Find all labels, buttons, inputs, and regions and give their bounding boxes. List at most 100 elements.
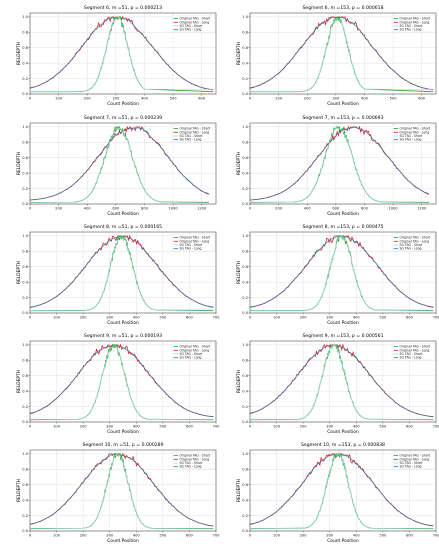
y-tick-label: 0.6 [22, 374, 28, 378]
x-tick-label: 200 [55, 207, 63, 211]
subplot-9: Segment 10, m =51, p = 0.000289 0 100 200 30… [16, 442, 220, 544]
subplot-title: Segment 9, m =51, p = 0.000193 [84, 333, 162, 339]
y-tick-label: 0.8 [242, 358, 248, 362]
y-tick-label: 1.0 [242, 452, 248, 456]
x-axis-label: Count Position [327, 101, 359, 107]
x-tick-label: 100 [273, 425, 281, 429]
x-tick-label: 400 [84, 207, 92, 211]
y-tick-label: 0.4 [22, 61, 28, 65]
x-tick-label: 600 [186, 425, 194, 429]
plot-frame [249, 12, 437, 95]
x-tick-label: 200 [80, 534, 88, 538]
y-tick-label: 0.4 [242, 389, 248, 393]
legend-box [171, 124, 216, 143]
x-axis-label: Count Position [327, 538, 359, 544]
x-tick-label: 700 [213, 425, 221, 429]
legend-entry: SG TAG - Long [180, 28, 202, 32]
x-axis-label: Count Position [327, 211, 359, 217]
y-tick-label: 0.8 [22, 140, 28, 144]
y-tick-label: 0.6 [22, 265, 28, 269]
y-axis-label: RELDEPTH [16, 479, 22, 502]
y-tick-label: 0.8 [22, 467, 28, 471]
y-tick-label: 0.0 [22, 529, 28, 533]
legend-entry: Original TAG - Long [400, 457, 430, 461]
legend-entry: SG TAG - Long [400, 247, 422, 251]
x-tick-label: 500 [379, 425, 387, 429]
x-tick-label: 1200 [197, 207, 207, 211]
x-tick-label: 500 [170, 97, 178, 101]
x-tick-label: 600 [198, 97, 206, 101]
y-tick-label: 0.4 [22, 171, 28, 175]
y-tick-label: 0.6 [242, 374, 248, 378]
x-tick-label: 300 [106, 534, 114, 538]
legend-box [391, 342, 436, 361]
y-tick-label: 0.4 [22, 498, 28, 502]
series-sg-short [29, 236, 214, 311]
y-tick-label: 0.8 [22, 358, 28, 362]
y-tick-label: 1.0 [22, 452, 28, 456]
y-tick-label: 0.0 [242, 311, 248, 315]
x-tick-label: 100 [275, 97, 283, 101]
y-tick-label: 0.2 [242, 77, 248, 81]
subplot-title: Segment 7, m =153, p = 0.000693 [302, 115, 383, 121]
subplot-title: Segment 10, m =51, p = 0.000289 [82, 442, 163, 448]
x-tick-label: 400 [133, 316, 141, 320]
y-tick-label: 0.8 [22, 249, 28, 253]
y-tick-label: 0.4 [242, 498, 248, 502]
x-tick-label: 800 [141, 207, 149, 211]
y-tick-label: 1.0 [242, 125, 248, 129]
x-tick-label: 500 [379, 534, 387, 538]
x-tick-label: 200 [304, 97, 312, 101]
x-tick-label: 600 [186, 534, 194, 538]
series-sg-short [249, 453, 434, 529]
x-tick-label: 500 [159, 534, 167, 538]
x-tick-label: 700 [433, 534, 439, 538]
series-sg-long [249, 344, 434, 417]
subplot-title: Segment 10, m =153, p = 0.000838 [301, 442, 385, 448]
y-tick-label: 1.0 [22, 125, 28, 129]
x-axis-label: Count Position [327, 429, 359, 435]
y-tick-label: 0.8 [22, 30, 28, 34]
series-sg-long [249, 127, 429, 201]
series-sg-long [249, 454, 434, 527]
y-axis-label: RELDEPTH [236, 261, 242, 284]
subplot-5: Segment 8, m =51, p = 0.000165 0 100 200 300… [16, 224, 220, 326]
legend-entry: SG TAG - Short [400, 461, 424, 465]
series-sg-short [249, 236, 434, 311]
subplot-2: Segment 6, m =153, p = 0.000618 0 100 200 30… [236, 5, 437, 107]
legend-entry: SG TAG - Long [400, 138, 422, 142]
x-tick-label: 400 [361, 97, 369, 101]
x-tick-label: 300 [332, 97, 340, 101]
subplot-title: Segment 9, m =153, p = 0.000561 [302, 333, 383, 339]
x-tick-label: 200 [80, 316, 88, 320]
plot-frame [249, 340, 437, 423]
x-tick-label: 100 [273, 534, 281, 538]
y-axis-label: RELDEPTH [236, 479, 242, 502]
x-tick-label: 300 [326, 316, 334, 320]
x-tick-label: 700 [433, 425, 439, 429]
x-tick-label: 200 [80, 425, 88, 429]
legend-entry: SG TAG - Short [180, 24, 204, 28]
x-tick-label: 200 [84, 97, 92, 101]
y-axis-label: RELDEPTH [236, 152, 242, 175]
y-tick-label: 1.0 [22, 234, 28, 238]
series-sg-long [29, 17, 214, 90]
subplot-3: Segment 7, m =51, p = 0.000239 0 200 400 600… [16, 115, 217, 217]
legend-entry: Original TAG - Long [180, 239, 210, 243]
x-tick-label: 0 [29, 207, 32, 211]
x-axis-label: Count Position [327, 320, 359, 326]
subplot-title: Segment 6, m =153, p = 0.000618 [302, 5, 383, 11]
plot-frame [249, 449, 437, 532]
subplot-title: Segment 8, m =153, p = 0.000475 [302, 224, 383, 230]
x-tick-label: 500 [390, 97, 398, 101]
x-tick-label: 0 [29, 97, 32, 101]
y-tick-label: 0.0 [242, 529, 248, 533]
x-tick-label: 600 [112, 207, 120, 211]
legend-entry: SG TAG - Short [180, 134, 204, 138]
x-tick-label: 600 [186, 316, 194, 320]
